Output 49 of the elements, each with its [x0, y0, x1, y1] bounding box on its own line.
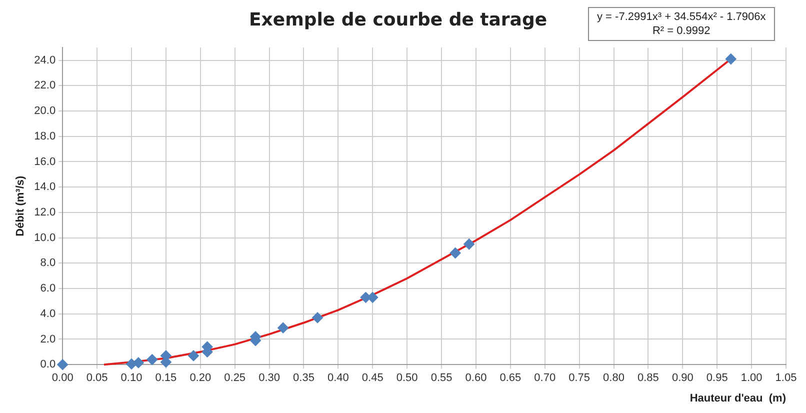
y-tick-label: 18.0 — [34, 130, 56, 142]
point — [278, 322, 289, 334]
y-tick-label: 12.0 — [34, 206, 56, 218]
x-tick-label: 0.05 — [86, 372, 108, 384]
y-tick-label: 24.0 — [34, 54, 56, 66]
y-axis-title: Débit (m³/s) — [14, 176, 27, 236]
x-tick-label: 1.05 — [775, 372, 797, 384]
x-tick-label: 0.35 — [293, 372, 314, 384]
x-tick-label: 0.10 — [120, 372, 142, 384]
text: y = -7.2991x³ + 34.554x² - 1.7906x — [597, 10, 766, 24]
y-tick-label: 22.0 — [34, 80, 56, 92]
x-tick-label: 0.25 — [224, 372, 246, 384]
x-tick-label: 0.60 — [465, 372, 487, 384]
x-tick-label: 0.00 — [52, 372, 74, 384]
x-tick-label: 0.70 — [534, 372, 556, 384]
y-tick-label: 20.0 — [34, 105, 56, 118]
y-tick-label: 10.0 — [34, 232, 56, 244]
point — [464, 238, 475, 250]
y-tick-label: 8.0 — [40, 257, 56, 270]
x-tick-label: 0.75 — [568, 372, 590, 384]
point — [450, 248, 461, 259]
y-tick-label: 14.0 — [34, 181, 56, 194]
y-tick-label: 6.0 — [40, 282, 56, 295]
x-tick-label: 0.85 — [638, 372, 659, 384]
x-tick-label: 0.65 — [500, 372, 522, 384]
x-tick-label: 1.00 — [740, 372, 762, 384]
point — [725, 54, 736, 65]
x-tick-label: 0.90 — [672, 372, 694, 384]
y-tick-label: 0.0 — [40, 358, 56, 371]
y-tick-label: 4.0 — [40, 308, 56, 320]
x-tick-label: 0.40 — [327, 372, 349, 384]
chart-title: Exemple de courbe de tarage — [248, 9, 548, 30]
point — [146, 354, 158, 366]
x-axis-title: Hauteur d'eau (m) — [690, 392, 786, 404]
x-tick-label: 0.55 — [430, 372, 452, 384]
x-tick-label: 0.50 — [396, 372, 418, 384]
x-tick-label: 0.45 — [362, 372, 384, 384]
point — [188, 350, 200, 362]
x-tick-label: 0.15 — [155, 372, 177, 384]
x-tick-label: 0.95 — [706, 372, 728, 384]
y-tick-label: 16.0 — [34, 156, 56, 168]
x-tick-label: 0.30 — [258, 372, 280, 384]
point — [312, 312, 324, 324]
x-tick-label: 0.20 — [190, 372, 212, 384]
point — [57, 359, 68, 370]
x-tick-label: 0.80 — [603, 372, 624, 384]
point — [132, 357, 144, 368]
y-tick-label: 2.0 — [40, 333, 56, 346]
text: R² = 0.9992 — [651, 24, 712, 38]
